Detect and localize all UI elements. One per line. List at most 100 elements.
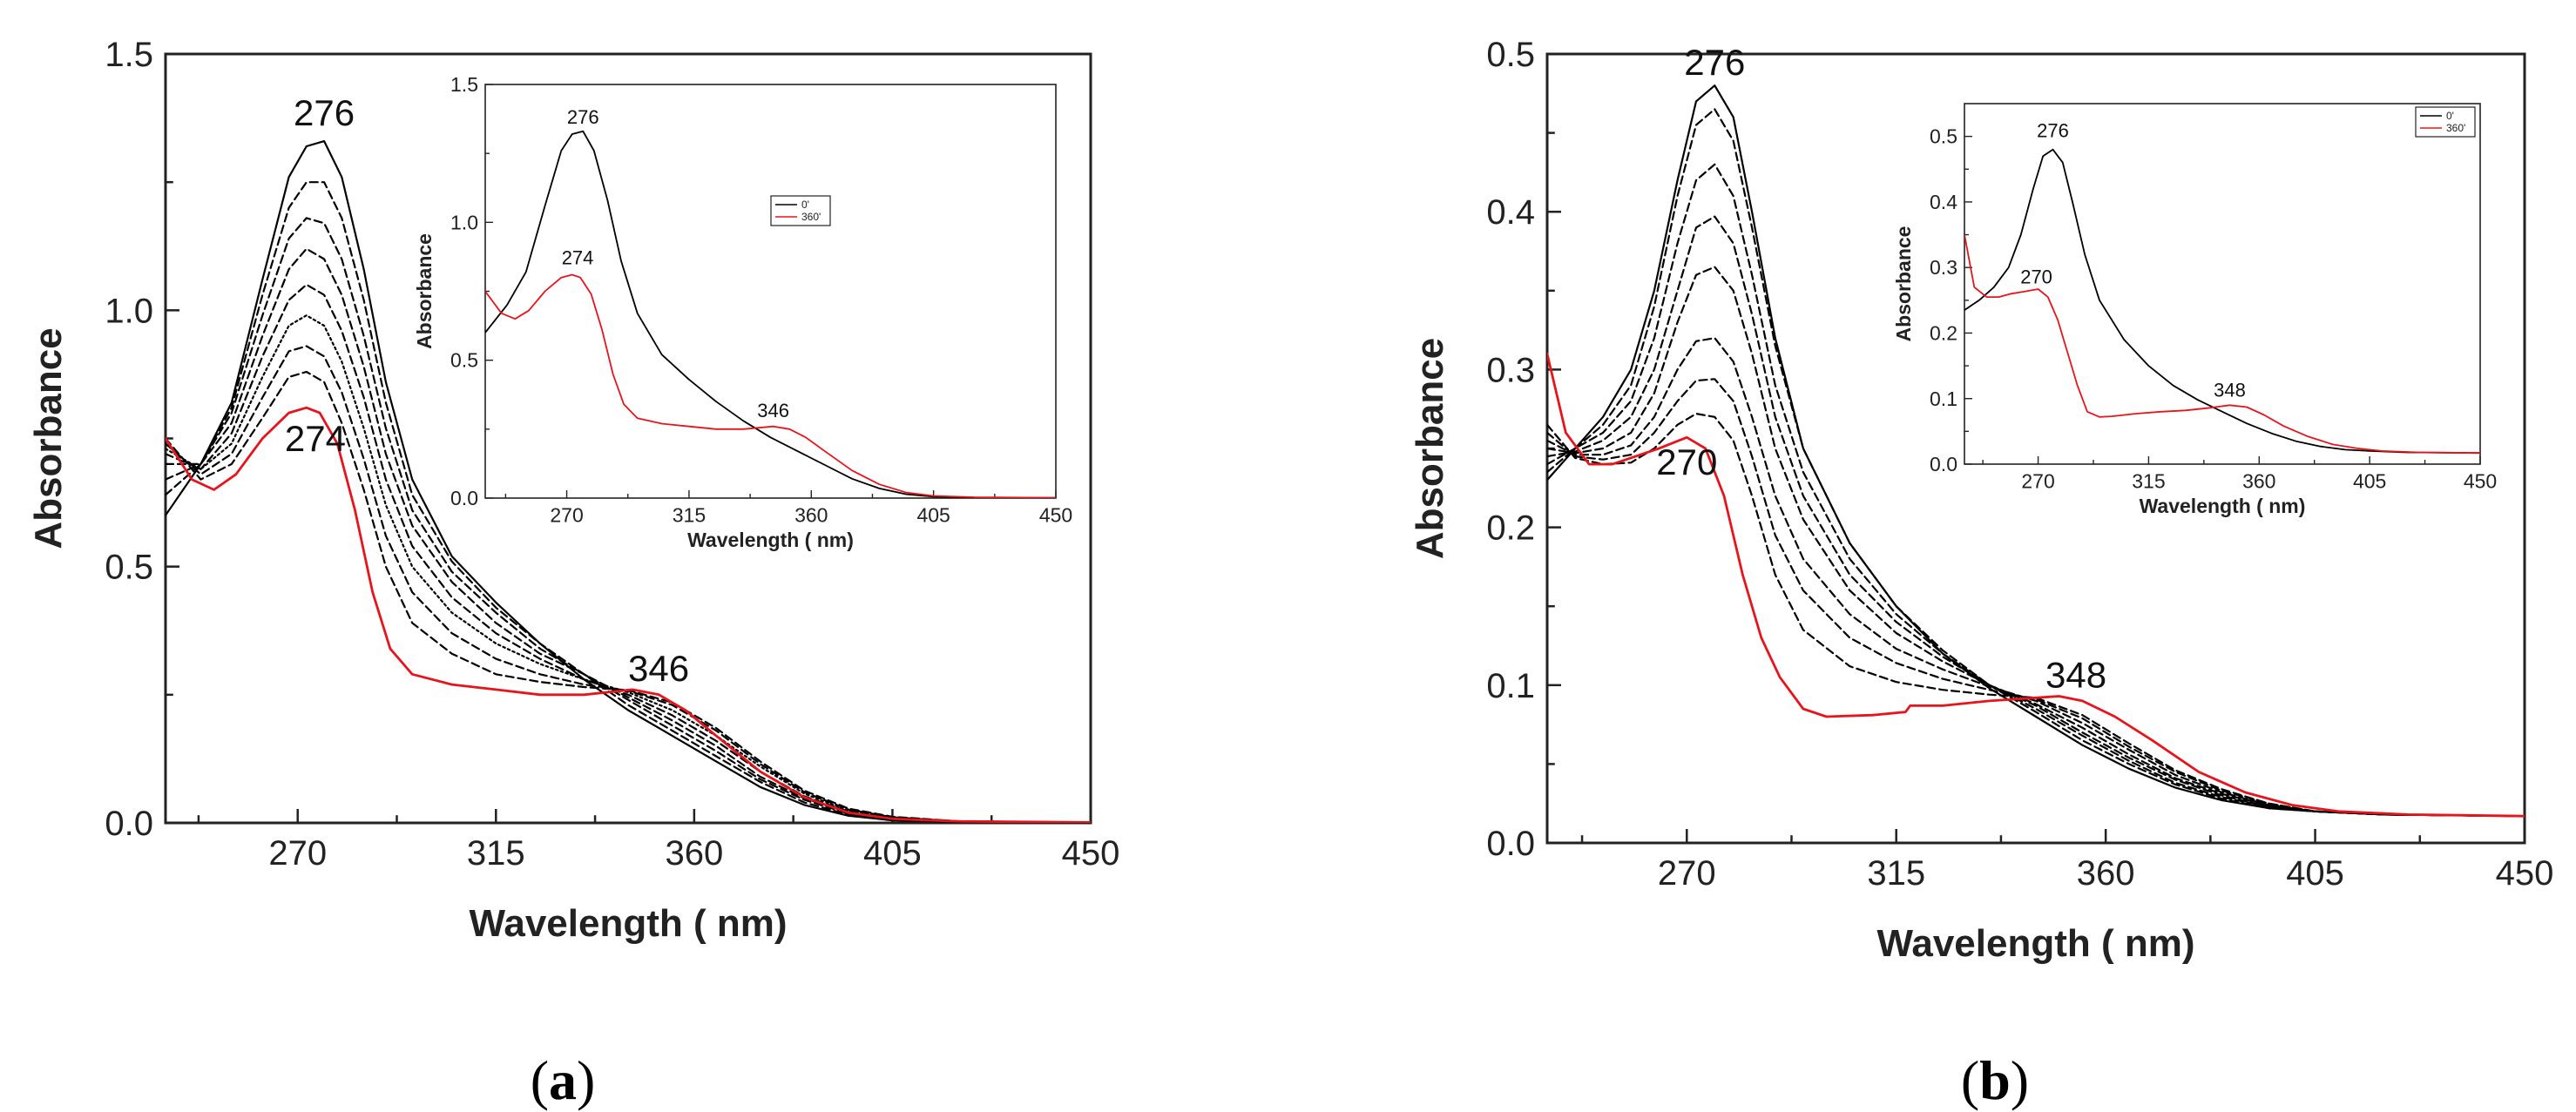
panel-a-main-y-tick-label: 1.5 xyxy=(105,36,153,74)
panel-a-inset-y-tick-label: 1.0 xyxy=(450,211,478,233)
panel-a-series-line-2 xyxy=(166,217,1091,823)
panel-b-inset-y-tick-label: 0.2 xyxy=(1930,322,1957,345)
panel-b-inset-legend-box xyxy=(2415,106,2476,138)
panel-a-inset-series-group xyxy=(485,130,1056,498)
panel-a-inset-x-tick-label: 270 xyxy=(550,504,583,527)
panel-b-inset-y-tick-label: 0.3 xyxy=(1930,256,1957,279)
panel-b-main-x-axis-title: Wavelength ( nm) xyxy=(1876,922,2194,965)
panel-b-inset-x-tick-label: 360 xyxy=(2242,470,2275,493)
panel-a-inset-peak-label: 276 xyxy=(567,106,599,128)
panel-a-inset-x-tick-label: 405 xyxy=(916,504,950,527)
panel-b-inset: 0.0 0.1 0.2 0.3 0.4 0.5 270 315 360 405 450 Wavelen… xyxy=(1892,103,2497,517)
panel-a-inset-y-tick-label: 1.5 xyxy=(450,73,478,96)
panel-b-series-line-8 xyxy=(1547,352,2525,818)
panel-b-inset-x-axis-title: Wavelength ( nm) xyxy=(2140,495,2306,517)
panel-b-label: (b) xyxy=(1961,1049,2029,1111)
panel-b-series-line-4 xyxy=(1547,266,2525,818)
panel-a-inset: 0.0 0.5 1.0 1.5 270 315 360 405 450 Wavelength ( … xyxy=(413,73,1072,551)
panel-b-inset-y-tick-label: 0.4 xyxy=(1930,191,1957,213)
panel-b-inset-y-tick-label: 0.0 xyxy=(1930,453,1957,475)
panel-b-series-line-2 xyxy=(1547,163,2525,818)
panel-b-inset-y-axis-title: Absorbance xyxy=(1892,226,1915,342)
panel-b-peak-label: 270 xyxy=(1656,441,1717,482)
panel-a-series-group xyxy=(166,140,1091,823)
panel-b-inset-series-line-0 xyxy=(1964,148,2480,455)
panel-b-inset-series-line-1 xyxy=(1964,234,2480,455)
panel-b-main-y-tick-label: 0.4 xyxy=(1486,193,1535,232)
panel-a-inset-legend-label: 0' xyxy=(801,199,809,211)
panel-a-series-line-7 xyxy=(166,370,1091,823)
panel-b-inset-series-group xyxy=(1964,148,2480,455)
panel-a-inset-y-axis-title: Absorbance xyxy=(413,233,436,349)
panel-a-inset-peak-label: 346 xyxy=(757,400,789,421)
panel-b-series-line-3 xyxy=(1547,215,2525,818)
panel-b-main-x-tick-label: 405 xyxy=(2286,854,2344,893)
panel-b-main-y-axis-title: Absorbance xyxy=(1409,338,1451,559)
panel-a: 0.0 0.5 1.0 1.5 270 315 360 405 450 Wavelength ( … xyxy=(27,36,1119,1111)
panel-a-inset-legend-label: 360' xyxy=(801,211,821,223)
panel-b-inset-y-tick-label: 0.1 xyxy=(1930,388,1957,410)
panel-a-series-line-5 xyxy=(166,314,1091,823)
panel-b-main-x-tick-label: 315 xyxy=(1867,854,1925,893)
panel-b-series-group xyxy=(1547,84,2525,818)
panel-b-main-x-tick-label: 360 xyxy=(2077,854,2135,893)
panel-a-main-y-tick-label: 0.0 xyxy=(105,805,153,843)
panel-b-inset-legend: 0'360' xyxy=(2415,106,2476,138)
panel-a-inset-peak-label: 274 xyxy=(562,247,594,269)
panel-a-main-y-axis-title: Absorbance xyxy=(27,327,70,549)
panel-b-main-y-tick-label: 0.0 xyxy=(1486,825,1535,863)
panel-b-inset-peak-label: 348 xyxy=(2214,379,2246,401)
panel-b-series-line-1 xyxy=(1547,108,2525,818)
panel-b-inset-x-tick-label: 450 xyxy=(2464,470,2497,493)
panel-a-main-x-tick-label: 450 xyxy=(1062,834,1120,873)
panel-a-inset-plot-frame xyxy=(484,84,1057,499)
panel-a-main-x-tick-label: 315 xyxy=(467,834,525,873)
panel-a-main-x-tick-label: 360 xyxy=(665,834,723,873)
panel-a-series-line-1 xyxy=(166,181,1091,823)
panel-b-series-line-5 xyxy=(1547,337,2525,818)
panel-b-main-y-tick-label: 0.1 xyxy=(1486,667,1535,705)
panel-a-inset-legend: 0'360' xyxy=(770,195,831,226)
panel-a-main-x-axis-title: Wavelength ( nm) xyxy=(469,902,787,945)
panel-b-inset-plot-frame xyxy=(1964,103,2481,465)
panel-b-inset-x-tick-label: 405 xyxy=(2353,470,2386,493)
panel-a-inset-series-line-1 xyxy=(485,273,1056,498)
panel-a-main-x-tick-label: 405 xyxy=(863,834,922,873)
panel-a-main-y-tick-label: 0.5 xyxy=(105,549,153,587)
panel-b-peak-label: 348 xyxy=(2045,654,2106,695)
panel-a-peak-label: 274 xyxy=(285,418,346,459)
panel-b-inset-x-tick-label: 315 xyxy=(2132,470,2165,493)
panel-a-inset-series-line-0 xyxy=(485,130,1056,498)
panel-a-main-y-tick-label: 1.0 xyxy=(105,292,153,330)
panel-a-inset-x-tick-label: 360 xyxy=(794,504,828,527)
panel-a-series-line-8 xyxy=(166,406,1091,823)
panel-a-peak-label: 276 xyxy=(294,92,355,133)
panel-a-inset-x-axis-title: Wavelength ( nm) xyxy=(687,529,854,551)
panel-b-main-y-tick-label: 0.5 xyxy=(1486,36,1535,74)
panel-b-main-x-tick-label: 450 xyxy=(2496,854,2554,893)
panel-b-inset-x-tick-label: 270 xyxy=(2021,470,2054,493)
panel-a-inset-y-tick-label: 0.5 xyxy=(450,349,478,372)
panel-a-peak-label: 346 xyxy=(628,648,689,689)
panel-a-inset-y-tick-label: 0.0 xyxy=(450,487,478,509)
panel-b-main-y-tick-label: 0.2 xyxy=(1486,509,1535,548)
panel-b-peak-label: 276 xyxy=(1684,42,1745,83)
panel-b-series-line-6 xyxy=(1547,378,2525,818)
panel-a-series-line-3 xyxy=(166,247,1091,823)
panel-a-inset-legend-box xyxy=(770,195,831,226)
panel-b-inset-peak-label: 276 xyxy=(2037,120,2069,142)
panel-b-inset-legend-label: 360' xyxy=(2446,122,2465,134)
panel-b-inset-legend-label: 0' xyxy=(2446,110,2454,122)
panel-b-inset-y-tick-label: 0.5 xyxy=(1930,125,1957,148)
panel-b-inset-peak-label: 270 xyxy=(2020,266,2052,287)
panel-a-inset-x-tick-label: 450 xyxy=(1039,504,1072,527)
panel-a-inset-x-tick-label: 315 xyxy=(673,504,706,527)
panel-a-series-line-6 xyxy=(166,345,1091,823)
panel-b-main-y-tick-label: 0.3 xyxy=(1486,351,1535,389)
panel-b: 0.0 0.1 0.2 0.3 0.4 0.5 270 315 360 405 450 Wavelen… xyxy=(1409,36,2553,1111)
panel-a-series-line-0 xyxy=(166,140,1091,823)
panel-a-main-x-tick-label: 270 xyxy=(268,834,327,873)
panel-b-main-x-tick-label: 270 xyxy=(1658,854,1716,893)
panel-a-label: (a) xyxy=(531,1049,596,1111)
